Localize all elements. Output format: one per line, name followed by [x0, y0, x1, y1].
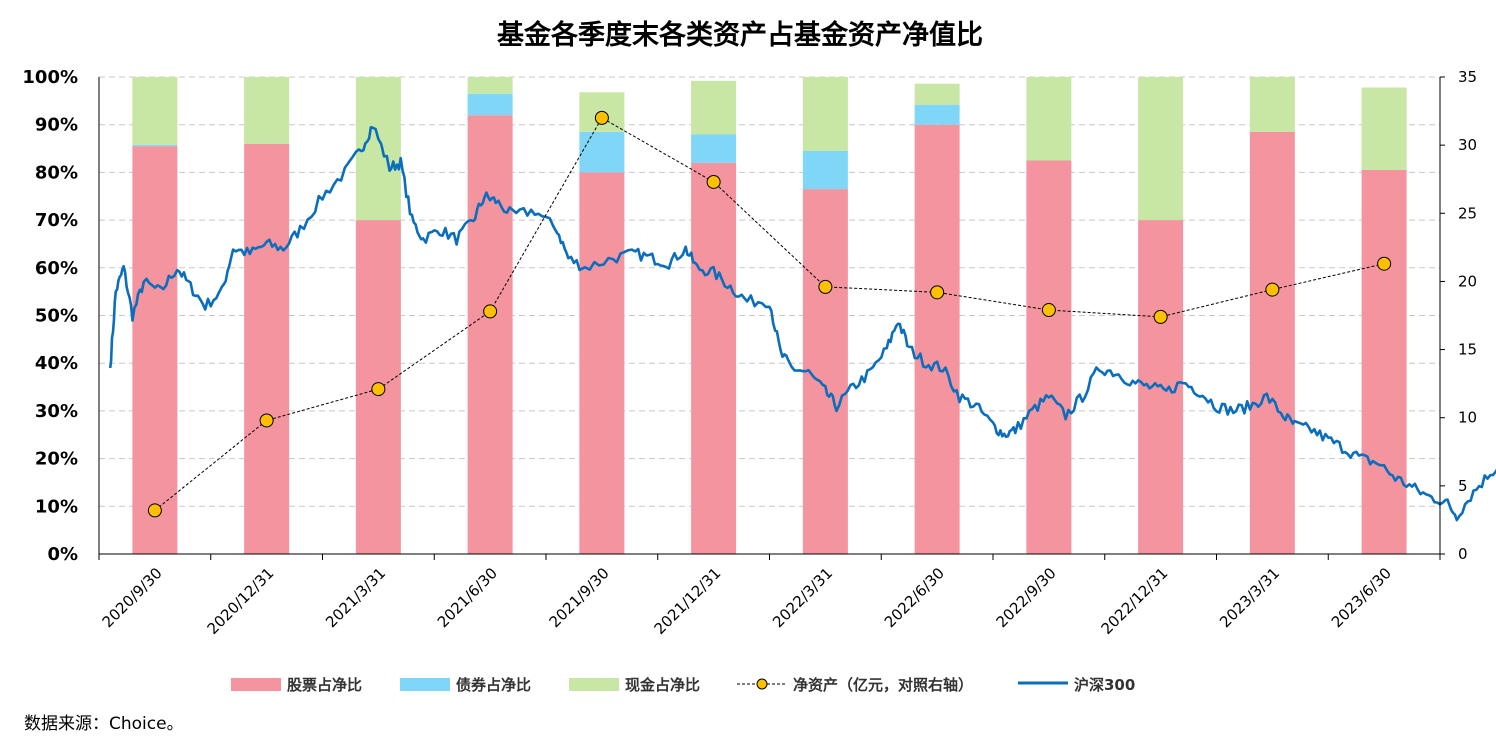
x-tick-label: 2021/3/31	[322, 564, 389, 631]
legend-swatch	[400, 678, 450, 691]
x-tick-label: 2021/6/30	[434, 564, 501, 631]
net-assets-point	[259, 413, 274, 428]
gridlines	[99, 76, 1440, 507]
x-axis: 2020/9/30 2020/12/31 2021/3/31 2021/6/30 202…	[99, 564, 1395, 638]
bar-cash	[244, 77, 290, 144]
source-note: 数据来源：Choice。	[24, 714, 184, 734]
net-assets-point	[1153, 309, 1168, 324]
net-assets-point	[594, 110, 609, 125]
y-axis-right: 0 5 10 15 20 25 30 35	[1458, 68, 1477, 563]
y-left-tick-label: 30%	[35, 401, 78, 422]
legend-label: 净资产（亿元，对照右轴）	[793, 676, 973, 694]
bar-bond	[132, 144, 178, 147]
net-assets-point	[1265, 282, 1280, 297]
net-assets-point	[1377, 256, 1392, 271]
bar-cash	[1249, 77, 1295, 132]
hs300-line-group	[108, 126, 1496, 522]
y-left-tick-label: 0%	[47, 544, 78, 565]
bar-cash	[1361, 87, 1407, 171]
bar-bond	[691, 134, 737, 163]
x-tick-label: 2022/9/30	[993, 564, 1060, 631]
x-tick-label: 2022/3/31	[769, 564, 836, 631]
bar-bond	[914, 104, 960, 125]
chart-title: 基金各季度末各类资产占基金资产净值比	[497, 19, 983, 51]
y-left-tick-label: 50%	[35, 306, 78, 327]
legend-label: 债券占净比	[456, 676, 531, 694]
net-assets-point	[371, 382, 386, 397]
legend-label: 沪深300	[1074, 676, 1135, 694]
y-left-tick-label: 10%	[35, 496, 78, 517]
legend-swatch-marker	[756, 678, 768, 690]
y-left-tick-label: 70%	[35, 210, 78, 231]
x-tick-label: 2020/9/30	[99, 564, 166, 631]
legend-label: 现金占净比	[625, 676, 700, 694]
x-tick-label: 2021/12/31	[651, 564, 725, 638]
net-assets-point	[930, 285, 945, 300]
y-right-tick-label: 5	[1458, 477, 1468, 495]
bar-stock	[1026, 160, 1072, 554]
bar-stock	[1361, 170, 1407, 554]
x-tick-label: 2022/6/30	[881, 564, 948, 631]
y-left-tick-label: 100%	[22, 67, 78, 88]
net-assets-point	[818, 279, 833, 294]
y-right-tick-label: 20	[1458, 272, 1477, 290]
net-assets-line	[154, 117, 1385, 511]
x-tick-label: 2023/3/31	[1216, 564, 1283, 631]
x-tick-label: 2023/6/30	[1328, 564, 1395, 631]
bar-stock	[467, 115, 513, 554]
bar-cash	[467, 77, 513, 94]
bar-bond	[579, 131, 625, 173]
net-assets-point	[1041, 303, 1056, 318]
bar-cash	[802, 77, 848, 151]
y-right-tick-label: 10	[1458, 409, 1477, 427]
bar-cash	[914, 83, 960, 105]
y-right-tick-label: 15	[1458, 341, 1477, 359]
net-assets-point	[706, 174, 721, 189]
bar-stock	[244, 143, 290, 554]
x-tick-label: 2020/12/31	[204, 564, 278, 638]
bar-stock	[579, 172, 625, 554]
net-assets-point	[483, 304, 498, 319]
axes	[98, 76, 1445, 560]
legend-swatch	[231, 678, 281, 691]
x-tick-label: 2021/9/30	[546, 564, 613, 631]
bar-stock	[691, 162, 737, 555]
bars	[132, 77, 1407, 555]
legend-label: 股票占净比	[287, 676, 362, 694]
bar-cash	[1026, 77, 1072, 161]
y-left-tick-label: 60%	[35, 258, 78, 279]
y-left-tick-label: 40%	[35, 353, 78, 374]
bar-stock	[132, 146, 178, 555]
bar-cash	[1138, 77, 1184, 221]
y-axis-left: 0% 10% 20% 30% 40% 50% 60% 70% 80% 90% 100%	[22, 67, 78, 565]
y-left-tick-label: 20%	[35, 449, 78, 470]
x-tick-label: 2022/12/31	[1098, 564, 1172, 638]
y-right-tick-label: 25	[1458, 204, 1477, 222]
net-assets-line-group	[147, 110, 1392, 518]
y-right-tick-label: 0	[1458, 545, 1468, 563]
legend: 股票占净比 债券占净比 现金占净比 净资产（亿元，对照右轴） 沪深300	[231, 676, 1135, 694]
bar-stock	[914, 124, 960, 554]
y-right-tick-label: 35	[1458, 68, 1477, 86]
net-assets-point	[147, 503, 162, 518]
bar-stock	[1249, 131, 1295, 555]
y-left-tick-label: 90%	[35, 115, 78, 136]
hs300-line	[108, 126, 1496, 522]
y-right-tick-label: 30	[1458, 136, 1477, 154]
bar-cash	[691, 80, 737, 135]
y-left-tick-label: 80%	[35, 162, 78, 183]
legend-swatch	[569, 678, 619, 691]
bar-cash	[132, 77, 178, 145]
bar-bond	[802, 150, 848, 190]
bar-bond	[467, 93, 513, 116]
